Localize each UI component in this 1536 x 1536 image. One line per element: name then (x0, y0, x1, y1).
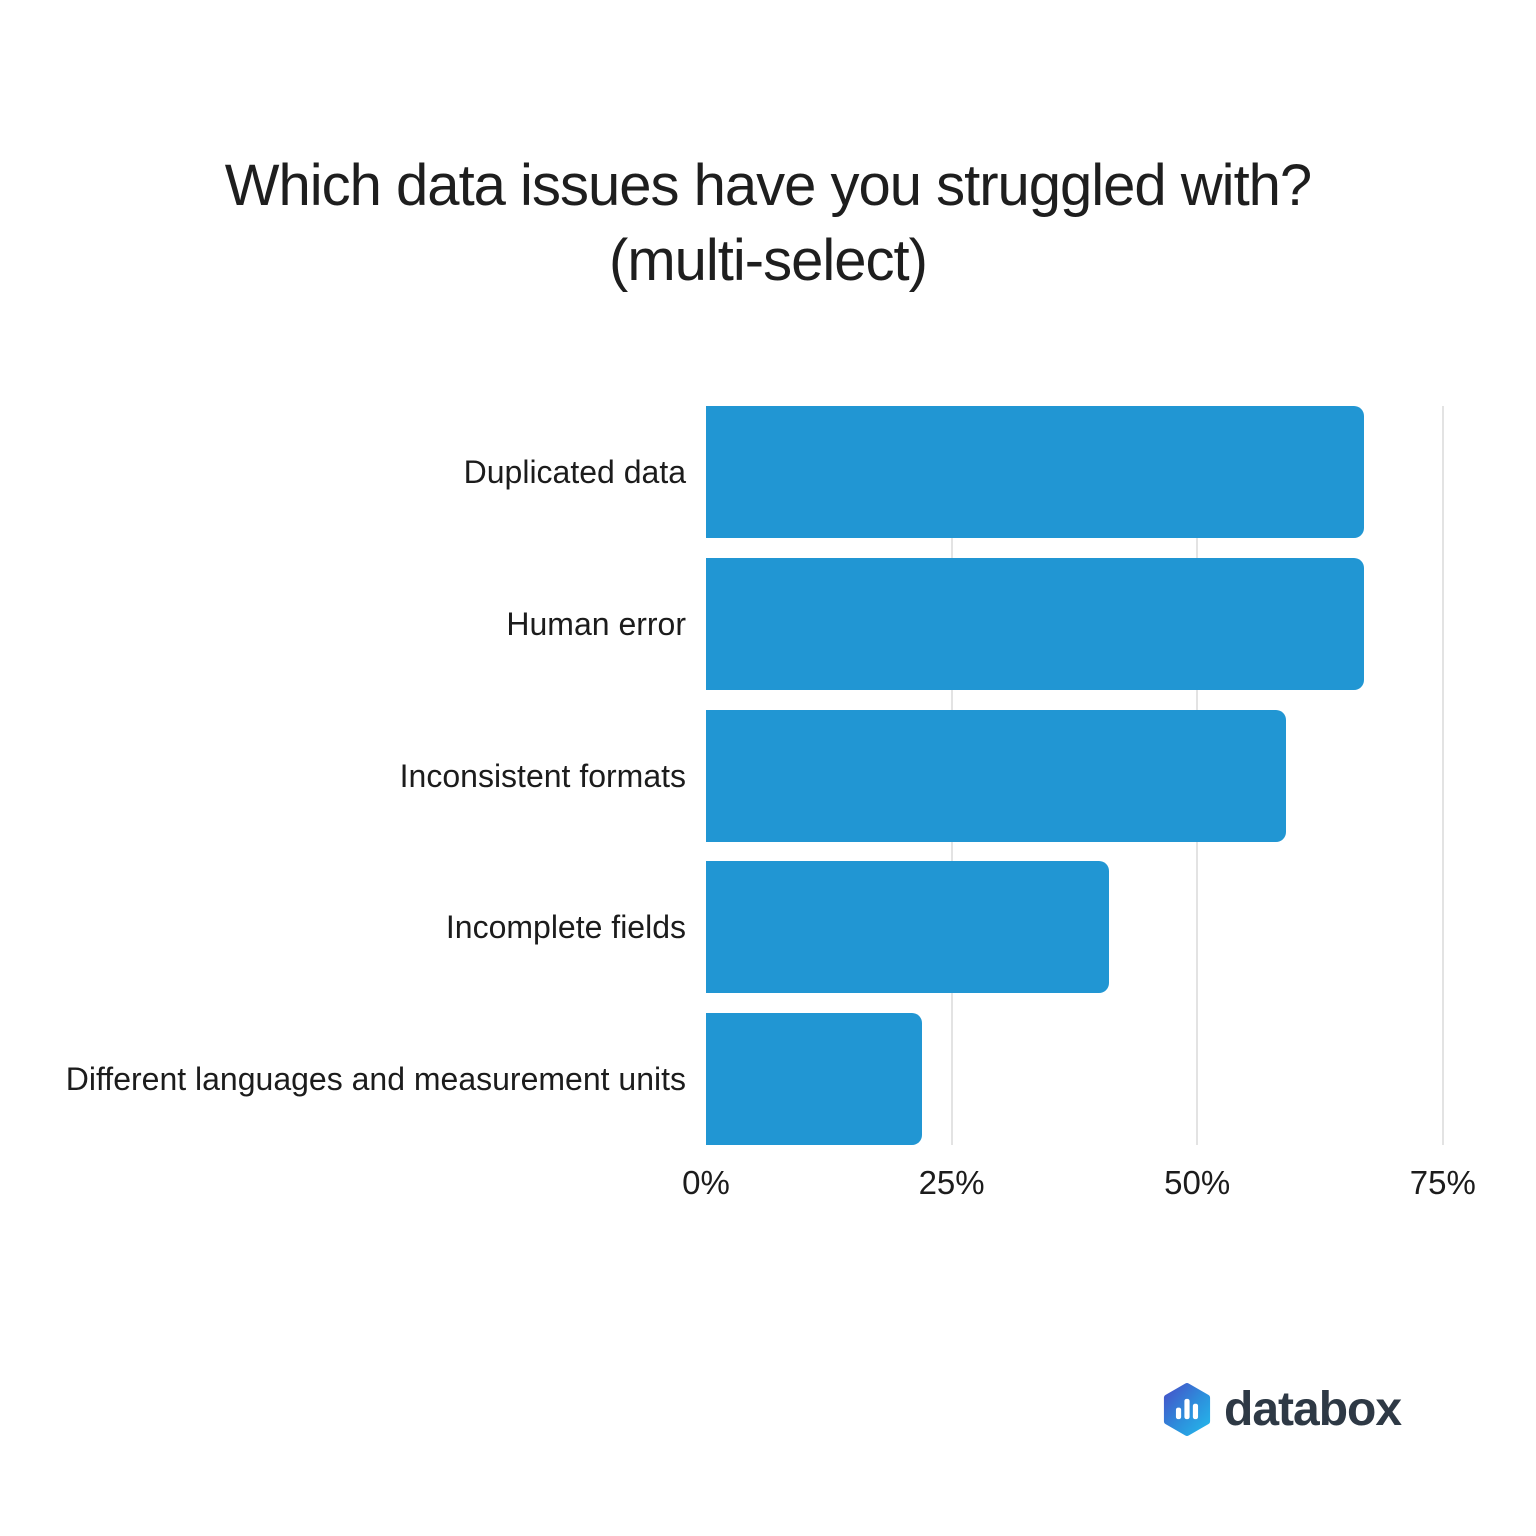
bar-human-error (706, 557, 1365, 690)
bar-different-languages (706, 1013, 923, 1145)
chart-title: Which data issues have you struggled wit… (0, 148, 1536, 298)
bar-duplicated-data (706, 406, 1365, 538)
databox-hexagon-bars-icon (1163, 1383, 1211, 1436)
bar-row-different-languages: Different languages and measurement unit… (40, 1013, 1460, 1145)
bar-chart: Duplicated data Human error Inconsistent… (40, 406, 1476, 1201)
x-tick-50: 50% (1164, 1164, 1231, 1201)
bar-track (706, 557, 1460, 690)
category-label: Incomplete fields (445, 909, 686, 946)
databox-wordmark: databox (1224, 1383, 1402, 1436)
category-label: Inconsistent formats (399, 757, 686, 794)
bar-track (706, 406, 1460, 538)
category-label: Duplicated data (463, 454, 686, 490)
bar-row-incomplete-fields: Incomplete fields (40, 861, 1460, 994)
bar-row-duplicated-data: Duplicated data (40, 406, 1460, 538)
bar-track (706, 861, 1460, 994)
bar-rows: Duplicated data Human error Inconsistent… (40, 406, 1460, 1145)
gridline-75 (1441, 406, 1444, 1145)
bar-inconsistent-formats (706, 709, 1286, 842)
logo-bar-short (1175, 1407, 1182, 1420)
bar-incomplete-fields (706, 861, 1109, 994)
logo-bar-medium (1192, 1403, 1199, 1420)
chart-title-line1: Which data issues have you struggled wit… (224, 153, 1312, 218)
bar-track (706, 1013, 1460, 1145)
bar-row-human-error: Human error (40, 557, 1460, 690)
x-axis: 0% 25% 50% 75% (682, 1163, 1476, 1203)
x-tick-25: 25% (918, 1164, 985, 1201)
x-tick-75: 75% (1409, 1164, 1476, 1201)
bar-track (706, 709, 1460, 842)
logo-bar-tall (1184, 1398, 1190, 1420)
chart-title-line2: (multi-select) (609, 228, 928, 293)
category-label: Human error (506, 605, 686, 642)
x-tick-0: 0% (682, 1164, 730, 1201)
category-label: Different languages and measurement unit… (65, 1061, 686, 1097)
bar-row-inconsistent-formats: Inconsistent formats (40, 709, 1460, 842)
databox-branding: databox (1162, 1382, 1402, 1437)
